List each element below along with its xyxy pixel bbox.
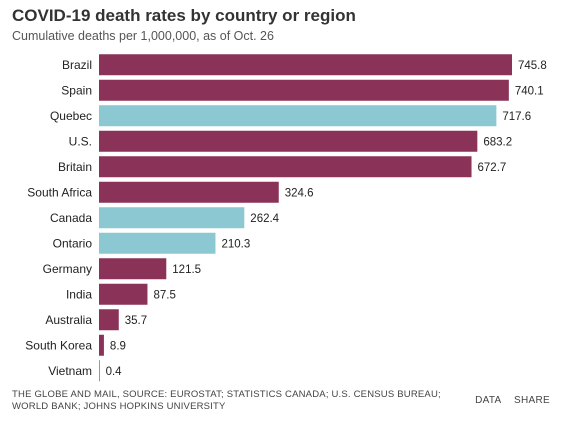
- value-label: 740.1: [515, 85, 544, 97]
- bar: [99, 79, 509, 101]
- category-label: South Korea: [25, 338, 92, 352]
- bar: [99, 283, 148, 305]
- category-label: Vietnam: [48, 364, 92, 378]
- chart-subtitle: Cumulative deaths per 1,000,000, as of O…: [12, 29, 274, 43]
- bar: [99, 130, 478, 152]
- value-label: 8.9: [110, 340, 126, 352]
- value-label: 672.7: [478, 162, 507, 174]
- chart-title: COVID-19 death rates by country or regio…: [12, 6, 356, 25]
- bar: [99, 258, 167, 280]
- bar: [99, 105, 497, 127]
- bar: [99, 156, 472, 178]
- category-label: India: [66, 287, 92, 301]
- value-label: 324.6: [285, 187, 314, 199]
- category-label: Germany: [43, 262, 92, 276]
- value-label: 745.8: [518, 60, 547, 72]
- bar: [99, 309, 119, 331]
- value-label: 683.2: [483, 136, 512, 148]
- value-label: 210.3: [221, 238, 250, 250]
- category-label: Spain: [61, 83, 92, 97]
- bar: [99, 334, 104, 356]
- bar: [99, 360, 100, 382]
- category-label: Australia: [45, 313, 92, 327]
- category-label: Quebec: [50, 109, 92, 123]
- share-link[interactable]: SHARE: [514, 395, 550, 406]
- category-label: South Africa: [27, 185, 92, 199]
- value-label: 87.5: [153, 289, 175, 301]
- value-label: 717.6: [502, 111, 531, 123]
- data-link[interactable]: DATA: [475, 395, 501, 406]
- bar: [99, 207, 245, 229]
- bar: [99, 54, 512, 76]
- bar-chart: Brazil 745.8 Spain 740.1 Quebec 717.6 U.S. 683.…: [25, 54, 547, 382]
- category-label: Britain: [58, 160, 92, 174]
- category-label: Ontario: [53, 236, 93, 250]
- value-label: 262.4: [250, 213, 279, 225]
- category-label: Brazil: [62, 58, 92, 72]
- chart-actions: DATA SHARE: [465, 395, 550, 406]
- bar: [99, 232, 216, 254]
- category-label: Canada: [50, 211, 92, 225]
- source-note: THE GLOBE AND MAIL, SOURCE: EUROSTAT; ST…: [12, 389, 441, 412]
- value-label: 0.4: [106, 366, 123, 378]
- value-label: 121.5: [172, 264, 201, 276]
- value-label: 35.7: [125, 315, 147, 327]
- bar: [99, 181, 279, 203]
- category-label: U.S.: [69, 134, 92, 148]
